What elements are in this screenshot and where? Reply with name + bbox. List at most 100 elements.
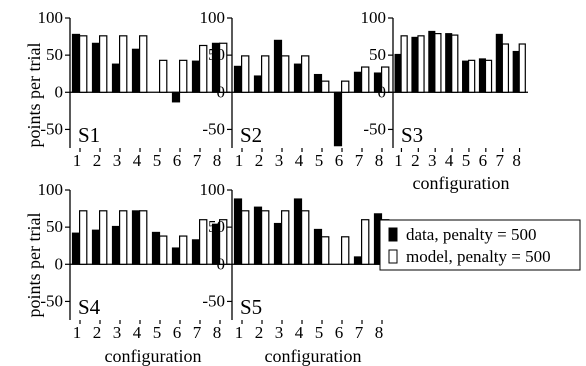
model-bar (78, 210, 88, 265)
x-tick-label: 5 (315, 323, 324, 342)
x-tick-label: 2 (255, 151, 264, 170)
x-axis-title-s5: configuration (265, 346, 362, 366)
data-bar (71, 33, 81, 93)
x-tick-label: 2 (93, 151, 102, 170)
x-tick-label: 6 (173, 151, 182, 170)
model-bar (261, 210, 270, 265)
y-tick-label: 50 (46, 45, 63, 64)
x-tick-label: 5 (153, 323, 162, 342)
model-bar (241, 55, 250, 93)
model-bar (417, 35, 425, 93)
data-bar (428, 30, 436, 93)
legend-swatch-data (388, 227, 398, 242)
y-tick-label: 0 (55, 254, 64, 273)
x-axis-title-s4: configuration (105, 346, 202, 366)
panel-label: S5 (240, 295, 262, 319)
model-bar (241, 210, 250, 265)
data-bar (313, 228, 323, 265)
data-bar (273, 222, 283, 265)
model-bar (301, 210, 310, 265)
model-bar (159, 235, 168, 265)
model-bar (139, 35, 148, 93)
model-bar (451, 34, 459, 93)
x-tick-label: 8 (512, 151, 521, 170)
data-bar (478, 58, 486, 93)
x-tick-label: 4 (295, 323, 304, 342)
x-tick-label: 5 (315, 151, 324, 170)
data-bar (273, 39, 283, 93)
data-bar (353, 256, 363, 265)
model-bar (118, 35, 128, 93)
x-tick-label: 3 (428, 151, 437, 170)
model-bar (159, 59, 168, 93)
x-tick-label: 1 (394, 151, 403, 170)
x-tick-label: 7 (193, 151, 202, 170)
x-tick-label: 4 (295, 151, 304, 170)
data-bar (151, 231, 161, 265)
model-bar (199, 44, 208, 93)
model-bar (301, 55, 310, 93)
model-bar (281, 55, 290, 93)
x-tick-label: 1 (73, 151, 82, 170)
y-tick-label: 100 (361, 8, 387, 27)
model-bar (518, 43, 526, 93)
panel-s1: -50 0 50 100 1 2 3 4 5 6 7 8 S1 (38, 8, 230, 170)
data-bar (91, 229, 101, 265)
data-bar (293, 198, 303, 265)
panel-label: S4 (78, 295, 101, 319)
data-bar (111, 63, 121, 93)
x-tick-label: 2 (411, 151, 420, 170)
x-tick-label: 4 (445, 151, 454, 170)
y-tick-label: 50 (208, 217, 225, 236)
x-tick-label: 2 (93, 323, 102, 342)
x-tick-label: 6 (335, 323, 344, 342)
model-bar (281, 210, 290, 265)
x-tick-label: 3 (275, 323, 284, 342)
x-tick-label: 4 (133, 151, 142, 170)
y-tick-label: 0 (217, 254, 226, 273)
y-tick-label: 50 (46, 217, 63, 236)
panel-label: S1 (78, 123, 100, 147)
model-bar (219, 219, 228, 265)
x-tick-label: 4 (133, 323, 142, 342)
x-tick-label: 7 (355, 323, 364, 342)
legend: data, penalty = 500 model, penalty = 500 (379, 219, 581, 271)
x-tick-label: 8 (213, 151, 222, 170)
y-tick-label: 0 (378, 82, 387, 101)
x-tick-label: 3 (113, 323, 122, 342)
data-bar (462, 60, 470, 93)
x-tick-label: 8 (375, 323, 384, 342)
x-tick-label: 7 (495, 151, 504, 170)
x-tick-label: 6 (479, 151, 488, 170)
data-bar (445, 33, 453, 93)
model-bar (118, 210, 128, 265)
model-bar (381, 66, 390, 93)
model-bar (98, 35, 108, 93)
model-bar (199, 219, 208, 265)
model-bar (361, 219, 370, 265)
model-bar (78, 35, 88, 93)
y-tick-label: 100 (200, 8, 226, 27)
model-bar (261, 55, 270, 93)
model-bar (139, 210, 148, 265)
y-tick-label: 0 (55, 82, 64, 101)
x-tick-label: 7 (355, 151, 364, 170)
data-bar (495, 33, 503, 93)
legend-label-data: data, penalty = 500 (406, 225, 536, 244)
x-tick-label: 3 (113, 151, 122, 170)
x-tick-label: 1 (235, 151, 244, 170)
y-tick-label: 50 (208, 45, 225, 64)
data-bar (253, 206, 263, 265)
model-bar (98, 210, 108, 265)
x-tick-label: 1 (73, 323, 82, 342)
data-bar (233, 65, 243, 93)
data-bar (131, 48, 141, 93)
data-bar (91, 42, 101, 93)
legend-label-model: model, penalty = 500 (406, 247, 551, 266)
y-axis-title-bottom: points per trial (24, 213, 44, 318)
model-bar (468, 59, 476, 93)
